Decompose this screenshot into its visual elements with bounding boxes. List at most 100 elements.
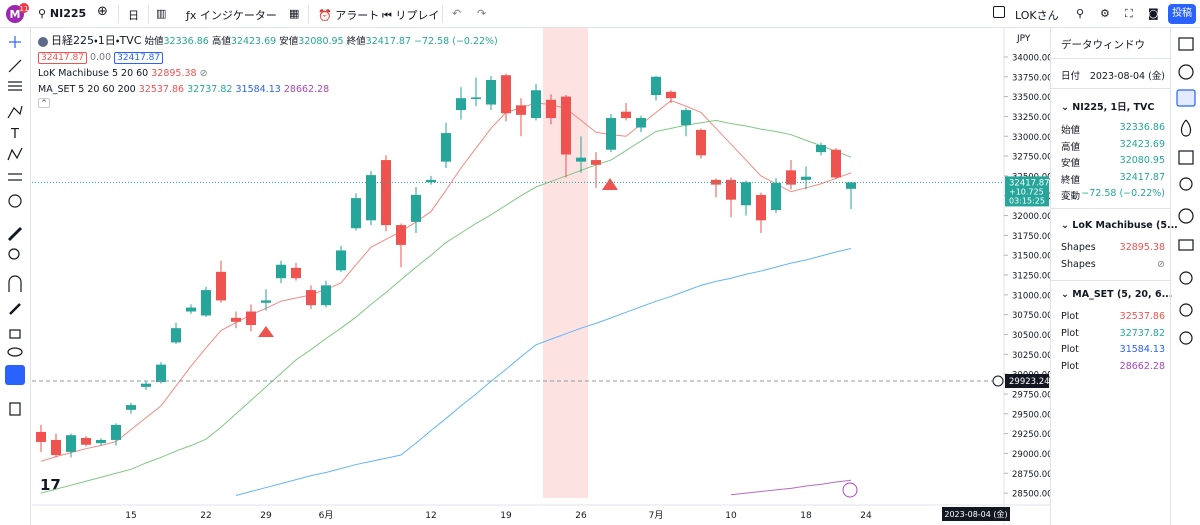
layout-toggle[interactable] — [993, 6, 1005, 18]
alert-icon[interactable] — [842, 482, 858, 498]
replay-label: リプレイ — [395, 9, 440, 22]
undo[interactable]: ↶ — [452, 7, 462, 20]
ind2-name: MA_SET 5 20 60 200 — [38, 84, 136, 95]
label: Plot — [1061, 360, 1079, 372]
forecast-tool[interactable] — [8, 173, 22, 181]
candle-body — [66, 435, 76, 452]
candle-body — [396, 225, 406, 245]
candle-body — [306, 290, 316, 306]
publish-button[interactable]: 投稿 — [1168, 4, 1196, 24]
layouts[interactable]: ▦ — [289, 7, 300, 20]
broadcast[interactable] — [1179, 303, 1193, 317]
avatar[interactable]: M 11 — [4, 3, 30, 25]
label: Plot — [1061, 311, 1079, 322]
ruler-tool[interactable] — [7, 226, 23, 242]
xabcd-tool[interactable] — [7, 147, 23, 161]
candle-body — [51, 439, 61, 456]
drawing-toolbar: T — [0, 28, 31, 525]
help[interactable] — [1179, 331, 1193, 345]
quick-search[interactable]: ⚲ — [1076, 7, 1085, 20]
fullscreen[interactable]: ⛶ — [1125, 7, 1133, 20]
zoom-tool[interactable] — [8, 248, 20, 260]
countdown: 03:15:25 — [1009, 196, 1045, 205]
candle-body — [831, 149, 841, 178]
indicator-2: MA_SET 5 20 60 200 32537.86 32737.82 315… — [38, 84, 498, 95]
candle-body — [531, 90, 541, 119]
legend-title: 日経225・1日・TVC — [51, 34, 142, 47]
sell-box[interactable]: 32417.87 — [38, 52, 87, 64]
change: −72.58 (−0.22%) — [414, 36, 498, 47]
text-tool[interactable]: T — [10, 127, 19, 142]
last-price: 32417.87 — [1009, 178, 1050, 188]
alerts[interactable] — [1178, 64, 1194, 80]
candle-body — [216, 271, 226, 301]
dw-row: 変動 −72.58 (−0.22%) — [1061, 188, 1165, 202]
notifications[interactable] — [1179, 271, 1193, 285]
pattern-tool[interactable] — [7, 105, 23, 119]
alert[interactable]: ⏰ アラート — [318, 9, 380, 22]
snapshot[interactable]: ◙ — [1148, 7, 1159, 20]
data-window: データウィンドウ 日付 2023-08-04 (金) ⌄ NI225, 1日, T… — [1050, 28, 1178, 525]
ind2-value: 32737.82 — [187, 84, 233, 95]
candle-body — [156, 364, 166, 383]
ind2-value: 31584.13 — [235, 84, 281, 95]
alert-label: アラート — [335, 9, 380, 22]
magnet-tool[interactable] — [8, 275, 22, 292]
hide-tool[interactable] — [7, 347, 23, 357]
chats[interactable] — [1178, 239, 1194, 251]
lock-draw-tool[interactable] — [9, 303, 21, 315]
link-tool[interactable] — [5, 365, 25, 385]
collapse[interactable]: ^ — [38, 98, 50, 108]
dw-ind2[interactable]: ⌄ MA_SET (5, 20, 6... — [1061, 289, 1173, 300]
badge: 11 — [20, 5, 29, 13]
indicator-1: LoK Machibuse 5 20 60 32895.38 ⊘ — [38, 68, 208, 79]
redo[interactable]: ↷ — [477, 7, 487, 20]
last-price-box — [1005, 176, 1049, 207]
y-tick-label: 33250.00 — [1012, 113, 1050, 123]
user[interactable]: LOKさん — [1015, 9, 1059, 22]
y-tick-label: 28750.00 — [1012, 470, 1050, 480]
ind1-name: LoK Machibuse 5 20 60 — [38, 68, 149, 79]
last-change: +10.725 — [1009, 187, 1044, 196]
y-tick-label: 32000.00 — [1012, 212, 1050, 222]
symbol-search[interactable]: ⚲ NI225 — [38, 7, 87, 20]
lock-tool[interactable] — [9, 329, 21, 339]
dw-symbol[interactable]: ⌄ NI225, 1日, TVC — [1061, 102, 1155, 113]
candle-body — [651, 76, 661, 96]
interval[interactable]: 日 — [128, 9, 139, 22]
buy-box[interactable]: 32417.87 — [114, 52, 164, 64]
candle-body — [426, 179, 436, 183]
dw-row: 安値 32080.95 — [1061, 155, 1165, 169]
data-window-button[interactable] — [1176, 89, 1196, 107]
candle-body — [366, 175, 376, 221]
calendar[interactable] — [1178, 150, 1194, 165]
indicators[interactable]: ƒx インジケーター — [186, 9, 277, 22]
candle-body — [846, 182, 856, 189]
label: 変動 — [1061, 191, 1081, 202]
dw-ind1[interactable]: ⌄ LoK Machibuse (5... — [1061, 220, 1178, 231]
x-tick-label: 7月 — [649, 510, 664, 521]
candle-body — [201, 290, 211, 316]
settings[interactable]: ⚙ — [1100, 7, 1110, 20]
y-tick-label: 29750.00 — [1012, 390, 1050, 400]
trendline-tool[interactable] — [8, 59, 22, 73]
candle-body — [351, 198, 361, 229]
emoji-tool[interactable] — [8, 194, 22, 208]
value: 32417.87 — [1119, 171, 1165, 183]
y-tick-label: 30500.00 — [1012, 331, 1050, 341]
replay[interactable]: ⏮ リプレイ — [382, 9, 440, 22]
streams[interactable] — [1178, 208, 1194, 224]
delete-tool[interactable] — [9, 402, 21, 416]
candle-body — [816, 144, 826, 153]
symbol: NI225 — [49, 7, 87, 20]
add-symbol[interactable]: ⊕ — [97, 4, 108, 19]
watchlist[interactable] — [1178, 37, 1194, 51]
y-tick-label: 29000.00 — [1012, 450, 1050, 460]
fib-tool[interactable] — [8, 81, 22, 91]
x-tick-label: 10 — [725, 511, 737, 521]
candle-body — [516, 105, 526, 115]
hotlists[interactable] — [1180, 119, 1192, 137]
crosshair-tool[interactable] — [9, 36, 21, 48]
chart-type[interactable]: ▥ — [156, 7, 167, 20]
ideas[interactable] — [1179, 177, 1193, 191]
